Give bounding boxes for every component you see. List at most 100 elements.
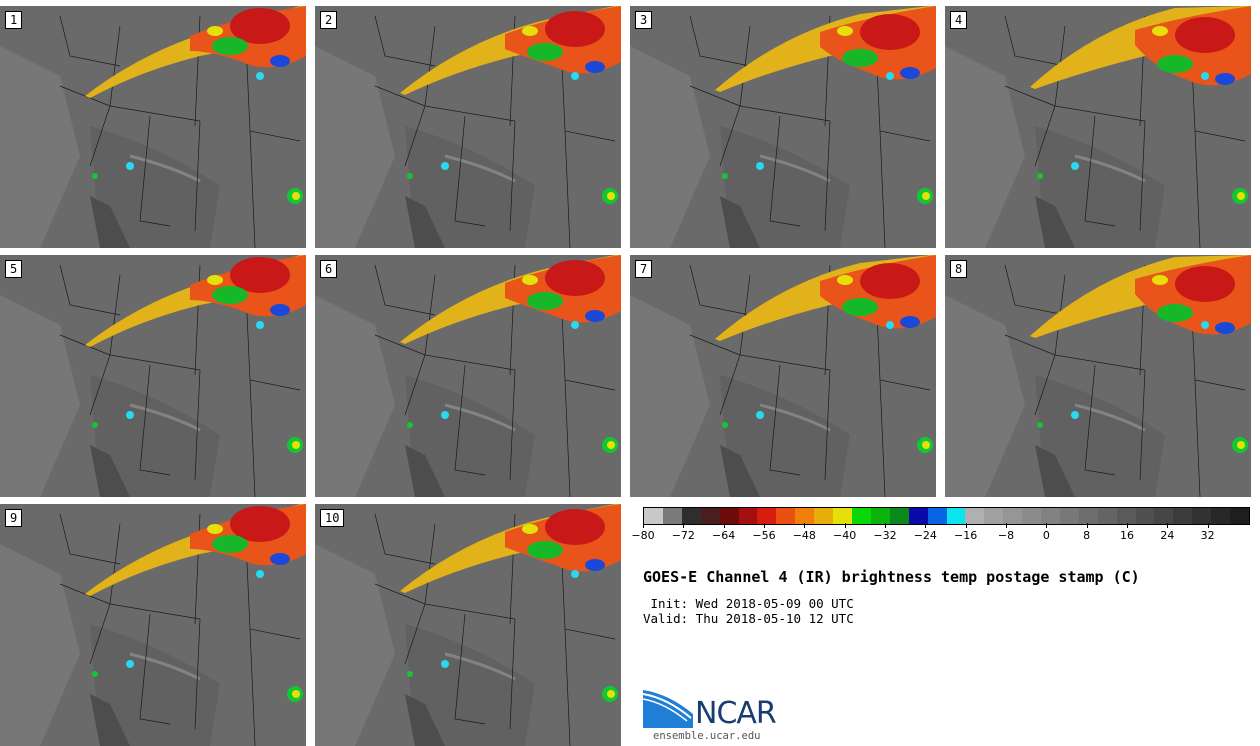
- colorbar-tick: [1046, 523, 1048, 528]
- colorbar-tick-label: 8: [1083, 529, 1091, 542]
- logo-url: ensemble.ucar.edu: [653, 730, 761, 742]
- postage-stamp-panel: 9: [0, 504, 306, 746]
- colorbar-segment: [1135, 508, 1155, 524]
- colorbar-tick-label: −72: [671, 529, 695, 542]
- colorbar-segment: [776, 508, 796, 524]
- postage-stamp-panel: 4: [945, 6, 1251, 248]
- postage-stamp-panel: 3: [630, 6, 936, 248]
- ir-map: [630, 255, 936, 497]
- colorbar-tick: [764, 523, 765, 528]
- colorbar-segment: [662, 508, 682, 524]
- ncar-logo-text: NCAR: [695, 696, 777, 731]
- colorbar-segment: [851, 508, 871, 524]
- colorbar-tick: [643, 523, 644, 528]
- postage-stamp-panel: 6: [315, 255, 621, 497]
- colorbar-segment: [1173, 508, 1193, 524]
- colorbar-segment: [1116, 508, 1136, 524]
- panel-number: 10: [320, 509, 345, 527]
- colorbar-segment: [1154, 508, 1174, 524]
- panel-number: 5: [5, 260, 23, 278]
- colorbar-segment: [927, 508, 947, 524]
- colorbar-segment: [738, 508, 758, 524]
- colorbar-tick-label: −56: [752, 529, 776, 542]
- ir-map: [0, 6, 306, 248]
- ir-map: [0, 255, 306, 497]
- postage-stamp-panel: 7: [630, 255, 936, 497]
- colorbar-segment: [1211, 508, 1231, 524]
- panel-number: 6: [320, 260, 338, 278]
- colorbar-tick-label: 24: [1160, 529, 1175, 542]
- colorbar-segment: [795, 508, 815, 524]
- colorbar-tick-label: −40: [833, 529, 857, 542]
- colorbar-segment: [719, 508, 739, 524]
- colorbar-segment: [681, 508, 701, 524]
- colorbar-segment: [965, 508, 985, 524]
- panel-number: 8: [950, 260, 968, 278]
- postage-stamp-panel: 1: [0, 6, 306, 248]
- colorbar-tick: [844, 523, 846, 528]
- ir-map: [0, 504, 306, 746]
- ncar-logo-icon: [643, 690, 693, 728]
- ir-map: [315, 504, 621, 746]
- colorbar-segment: [889, 508, 909, 524]
- postage-stamp-panel: 8: [945, 255, 1251, 497]
- panel-number: 4: [950, 11, 968, 29]
- postage-stamp-panel: 5: [0, 255, 306, 497]
- colorbar-tick-label: −8: [997, 529, 1015, 542]
- colorbar-segment: [814, 508, 834, 524]
- colorbar-segment: [870, 508, 890, 524]
- colorbar-segment: [1078, 508, 1098, 524]
- colorbar-segment: [700, 508, 720, 524]
- colorbar-tick-label: −80: [631, 529, 655, 542]
- colorbar-segment: [1059, 508, 1079, 524]
- ir-map: [315, 6, 621, 248]
- panel-number: 3: [635, 11, 653, 29]
- colorbar-tick: [1127, 523, 1128, 528]
- postage-stamp-panel: 2: [315, 6, 621, 248]
- colorbar-ticks: −80 −72 −64 −56 −48 −40 −32 −24 −16 −8 0 8 16 24 32: [631, 523, 1248, 543]
- colorbar-tick: [1086, 523, 1088, 528]
- colorbar-segment: [1097, 508, 1117, 524]
- colorbar-segment: [833, 508, 852, 524]
- ncar-logo: NCAR ensemble.ucar.edu: [643, 688, 803, 744]
- colorbar-tick-label: 0: [1042, 529, 1050, 542]
- colorbar-segment: [644, 508, 663, 524]
- colorbar-tick-label: −16: [954, 529, 978, 542]
- colorbar-segment: [908, 508, 928, 524]
- colorbar-tick-label: −24: [913, 529, 937, 542]
- ir-map: [945, 255, 1251, 497]
- ir-map: [945, 6, 1251, 248]
- colorbar-tick: [1167, 523, 1169, 528]
- colorbar-tick-label: −64: [712, 529, 736, 542]
- colorbar-tick: [885, 523, 886, 528]
- ir-map: [315, 255, 621, 497]
- colorbar-tick-label: 32: [1200, 529, 1215, 542]
- valid-time: Valid: Thu 2018-05-10 12 UTC: [643, 611, 854, 626]
- panel-number: 2: [320, 11, 338, 29]
- panel-number: 1: [5, 11, 23, 29]
- panel-number: 9: [5, 509, 23, 527]
- colorbar-segment: [757, 508, 777, 524]
- colorbar-tick-label: −32: [873, 529, 897, 542]
- colorbar-tick: [1207, 523, 1209, 528]
- colorbar-tick-label: −48: [792, 529, 816, 542]
- colorbar-tick: [925, 523, 927, 528]
- colorbar-tick-label: 16: [1120, 529, 1134, 542]
- postage-stamp-panel: 10: [315, 504, 621, 746]
- colorbar-segment: [1192, 508, 1212, 524]
- colorbar-tick: [1006, 523, 1007, 528]
- colorbar-tick: [723, 523, 725, 528]
- colorbar-segment: [984, 508, 1004, 524]
- colorbar-tick: [683, 523, 685, 528]
- colorbar-tick: [965, 523, 967, 528]
- figure-title: GOES-E Channel 4 (IR) brightness temp po…: [643, 568, 1140, 586]
- colorbar-segment: [1003, 508, 1023, 524]
- colorbar-tick: [804, 523, 806, 528]
- init-time: Init: Wed 2018-05-09 00 UTC: [643, 596, 854, 611]
- panel-number: 7: [635, 260, 653, 278]
- colorbar-segment: [946, 508, 966, 524]
- colorbar-segment: [1022, 508, 1042, 524]
- ir-map: [630, 6, 936, 248]
- colorbar-segment: [1230, 508, 1249, 524]
- colorbar-segment: [1041, 508, 1060, 524]
